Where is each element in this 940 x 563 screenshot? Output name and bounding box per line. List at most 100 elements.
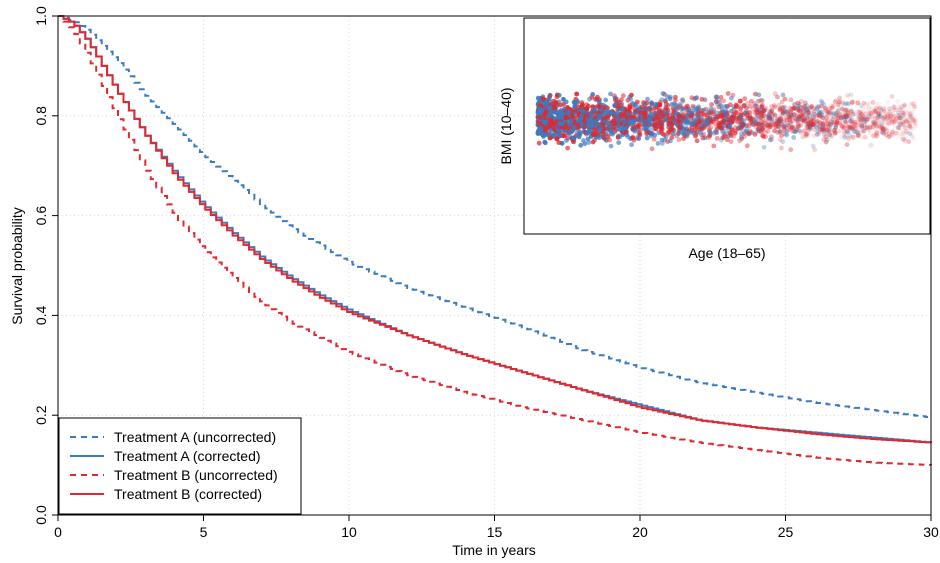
scatter-point (789, 106, 794, 112)
scatter-point (897, 104, 902, 110)
scatter-point (702, 97, 708, 103)
scatter-point (849, 125, 855, 130)
scatter-point (884, 120, 890, 126)
scatter-point (745, 114, 751, 120)
scatter-point (637, 132, 643, 138)
scatter-point (677, 113, 682, 119)
scatter-point (796, 123, 801, 129)
scatter-point (862, 120, 867, 126)
scatter-point (907, 120, 913, 126)
scatter-point (892, 103, 897, 109)
scatter-point (726, 119, 732, 124)
scatter-point (904, 129, 909, 134)
scatter-point (826, 109, 831, 115)
scatter-point (572, 111, 578, 116)
scatter-point (550, 121, 556, 127)
scatter-point (849, 121, 855, 126)
scatter-point (912, 104, 917, 109)
scatter-point (883, 132, 889, 138)
scatter-point (576, 125, 581, 131)
scatter-point (571, 125, 577, 130)
scatter-point (849, 109, 854, 115)
scatter-point (835, 102, 841, 108)
scatter-point (900, 107, 905, 113)
scatter-point (805, 130, 811, 136)
scatter-point (608, 143, 614, 149)
scatter-point (806, 120, 812, 125)
scatter-point (777, 121, 782, 127)
scatter-point (614, 96, 620, 102)
scatter-point (823, 124, 829, 130)
scatter-point (781, 119, 787, 124)
scatter-point (899, 104, 905, 109)
scatter-point (879, 107, 885, 113)
scatter-point (776, 129, 782, 135)
scatter-point (675, 130, 681, 136)
scatter-point (809, 121, 815, 127)
scatter-point (867, 124, 873, 130)
scatter-point (542, 119, 547, 125)
scatter-point (581, 138, 586, 143)
scatter-point (865, 122, 870, 128)
scatter-point (705, 109, 711, 115)
scatter-point (902, 125, 908, 131)
scatter-point (901, 110, 907, 116)
scatter-point (869, 113, 875, 119)
scatter-point (844, 120, 850, 125)
scatter-point (777, 118, 782, 124)
scatter-point (753, 115, 759, 120)
scatter-point (537, 126, 543, 131)
scatter-point (585, 136, 591, 142)
scatter-point (814, 124, 820, 130)
scatter-point (673, 97, 678, 103)
scatter-point (840, 100, 846, 106)
scatter-point (696, 104, 702, 110)
scatter-point (800, 114, 805, 119)
scatter-point (893, 107, 899, 113)
scatter-point (580, 108, 586, 114)
scatter-point (890, 118, 895, 124)
scatter-point (904, 119, 909, 124)
scatter-point (803, 106, 809, 112)
scatter-point (828, 110, 833, 116)
scatter-point (805, 121, 810, 127)
scatter-point (901, 114, 907, 120)
scatter-point (820, 121, 826, 127)
scatter-point (833, 112, 839, 118)
scatter-point (860, 110, 866, 115)
scatter-point (772, 113, 778, 118)
scatter-point (538, 115, 543, 120)
scatter-point (546, 132, 551, 138)
scatter-point (829, 120, 835, 126)
scatter-point (741, 103, 747, 108)
scatter-point (760, 133, 766, 139)
scatter-point (729, 108, 735, 114)
scatter-point (766, 124, 772, 130)
scatter-point (557, 120, 563, 126)
scatter-point (833, 125, 839, 130)
scatter-point (747, 104, 753, 109)
scatter-point (830, 110, 835, 116)
scatter-point (819, 103, 824, 109)
scatter-point (911, 126, 916, 132)
scatter-point (818, 98, 824, 104)
scatter-point (865, 116, 871, 122)
scatter-point (876, 123, 882, 128)
scatter-point (855, 129, 861, 135)
scatter-point (791, 112, 797, 117)
scatter-point (777, 124, 783, 130)
scatter-point (829, 111, 835, 117)
scatter-point (888, 113, 894, 119)
scatter-point (857, 133, 862, 139)
scatter-point (881, 109, 887, 114)
scatter-point (832, 130, 838, 136)
scatter-point (782, 131, 787, 137)
scatter-point (762, 106, 768, 112)
scatter-point (792, 102, 797, 108)
scatter-point (739, 121, 745, 127)
scatter-point (801, 118, 807, 124)
scatter-point (896, 125, 902, 131)
scatter-point (711, 143, 717, 149)
scatter-point (811, 122, 816, 127)
scatter-point (767, 109, 772, 114)
